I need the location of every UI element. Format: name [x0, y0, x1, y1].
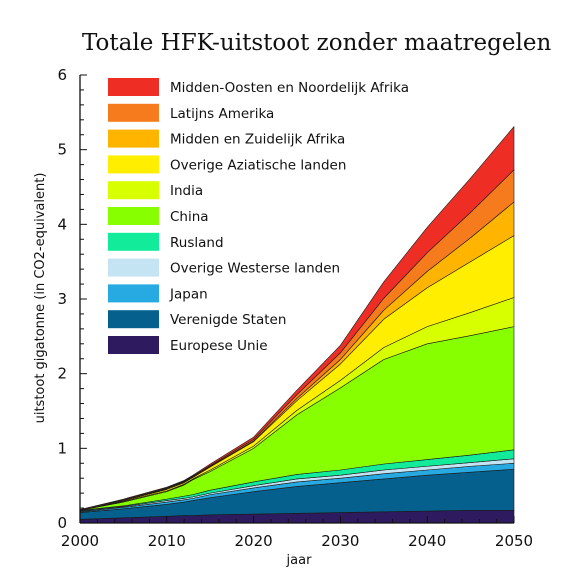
chart-title: Totale HFK-uitstoot zonder maatregelen — [82, 30, 551, 56]
legend-label-rusland: Rusland — [170, 235, 224, 251]
x-tick-label: 2040 — [408, 532, 446, 550]
legend-label-india: India — [170, 183, 203, 199]
legend-label-overige-westerse-landen: Overige Westerse landen — [170, 261, 340, 277]
legend-label-midden-oosten-en-noordelijk-afrika: Midden-Oosten en Noordelijk Afrika — [170, 80, 409, 96]
legend-swatch-verenigde-staten — [108, 310, 159, 329]
legend-label-china: China — [170, 209, 209, 225]
legend-swatch-midden-oosten-en-noordelijk-afrika — [108, 78, 159, 96]
legend-label-latijns-amerika: Latijns Amerika — [170, 106, 274, 122]
legend-swatch-europese-unie — [108, 336, 159, 354]
x-axis-label: jaar — [286, 553, 313, 568]
y-tick-label: 5 — [57, 141, 67, 159]
area-layer — [79, 126, 515, 524]
x-tick-label: 2020 — [235, 532, 273, 550]
legend-swatch-china — [108, 207, 159, 225]
legend-swatch-rusland — [108, 232, 159, 251]
y-axis-label: uitstoot gigatonne (in CO2-equivalent) — [33, 173, 48, 424]
legend-swatch-midden-en-zuidelijk-afrika — [108, 129, 159, 148]
area-midden-oosten-en-noordelijk-afrika — [79, 126, 515, 510]
legend-label-verenigde-staten: Verenigde Staten — [170, 312, 286, 328]
legend-label-midden-en-zuidelijk-afrika: Midden en Zuidelijk Afrika — [170, 132, 345, 148]
legend-swatch-overige-aziatische-landen — [108, 155, 159, 174]
y-tick-label: 0 — [57, 514, 67, 532]
y-tick-label: 3 — [57, 290, 67, 308]
legend: Midden-Oosten en Noordelijk Afrika Latijn… — [108, 78, 409, 354]
y-tick-label: 4 — [57, 215, 67, 233]
legend-swatch-india — [108, 181, 159, 200]
x-tick-label: 2030 — [321, 532, 359, 550]
x-tick-label: 2000 — [61, 532, 99, 550]
tick-layer: 0 1 2 3 4 5 6 2000 2010 2020 2030 2040 2050 — [57, 66, 533, 550]
legend-label-overige-aziatische-landen: Overige Aziatische landen — [170, 157, 346, 173]
legend-swatch-latijns-amerika — [108, 103, 159, 122]
x-tick-label: 2010 — [148, 532, 186, 550]
legend-swatch-japan — [108, 284, 159, 303]
x-tick-label: 2050 — [495, 532, 533, 550]
y-tick-label: 2 — [57, 365, 67, 383]
y-tick-label: 1 — [57, 439, 67, 457]
legend-swatch-overige-westerse-landen — [108, 258, 159, 277]
legend-label-europese-unie: Europese Unie — [170, 338, 268, 354]
legend-label-japan: Japan — [169, 286, 208, 302]
y-tick-label: 6 — [57, 66, 67, 84]
